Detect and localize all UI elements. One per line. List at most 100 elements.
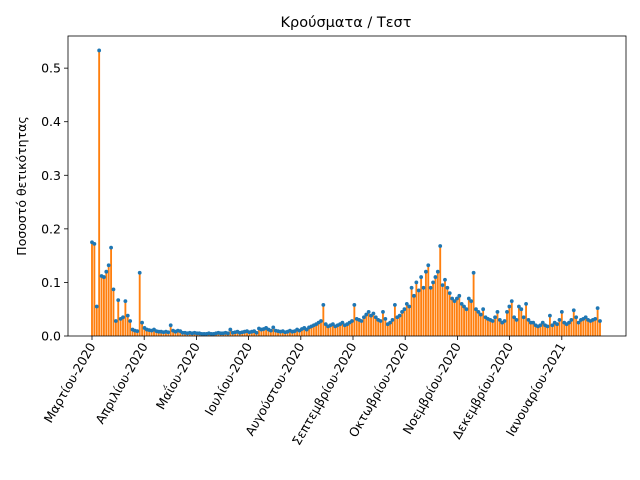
bar xyxy=(153,329,155,336)
bar xyxy=(441,285,444,336)
data-point xyxy=(137,270,142,275)
data-point xyxy=(559,309,564,314)
data-point xyxy=(531,320,536,325)
bar xyxy=(138,272,141,336)
data-point xyxy=(447,291,452,296)
bar xyxy=(556,324,558,336)
data-point xyxy=(388,320,393,325)
markers-layer xyxy=(90,48,602,336)
data-point xyxy=(226,331,230,336)
data-point xyxy=(474,307,478,312)
data-point xyxy=(412,293,416,298)
bar xyxy=(422,287,425,336)
data-point xyxy=(435,269,440,274)
data-point xyxy=(519,307,524,312)
data-point xyxy=(364,312,369,317)
data-point xyxy=(166,330,171,335)
bar xyxy=(281,331,284,336)
bar xyxy=(594,318,597,336)
bar xyxy=(365,314,368,336)
bar xyxy=(377,319,380,336)
bar xyxy=(451,298,454,336)
bar xyxy=(124,301,127,336)
bar xyxy=(522,317,525,336)
bar xyxy=(413,295,415,336)
bar xyxy=(503,321,506,336)
bar xyxy=(308,327,310,336)
data-point xyxy=(476,309,481,314)
data-point xyxy=(340,320,345,325)
bar xyxy=(262,329,265,336)
data-point xyxy=(469,299,474,304)
bar xyxy=(291,331,294,336)
data-point xyxy=(228,327,233,332)
data-point xyxy=(113,319,118,323)
data-point xyxy=(471,270,476,275)
data-point xyxy=(555,322,559,327)
bar xyxy=(141,322,144,336)
data-point xyxy=(548,313,552,318)
bar xyxy=(537,326,539,336)
bar xyxy=(391,319,394,336)
data-point xyxy=(97,48,102,53)
bar xyxy=(114,321,117,336)
bar xyxy=(300,329,303,336)
data-point xyxy=(593,316,598,321)
bar xyxy=(260,329,263,336)
data-point xyxy=(455,296,459,301)
data-point xyxy=(383,316,388,321)
data-point xyxy=(466,296,471,301)
data-point xyxy=(128,319,133,323)
data-point xyxy=(352,303,357,307)
data-point xyxy=(440,283,445,288)
bar xyxy=(176,330,179,336)
bar xyxy=(150,330,153,336)
bar xyxy=(520,309,523,336)
y-tick-label: 0.2 xyxy=(41,221,61,236)
bar xyxy=(401,311,403,336)
data-point xyxy=(378,319,383,323)
data-point xyxy=(538,323,543,328)
data-point xyxy=(540,320,545,325)
bar xyxy=(229,329,232,336)
bar xyxy=(250,331,253,336)
data-point xyxy=(321,303,326,307)
data-point xyxy=(569,318,574,322)
data-point xyxy=(438,244,443,248)
data-point xyxy=(254,330,259,335)
bar xyxy=(393,304,396,336)
data-point xyxy=(104,269,109,274)
bar xyxy=(513,317,516,336)
bar xyxy=(379,321,382,336)
data-point xyxy=(583,315,588,320)
data-point xyxy=(452,299,457,304)
data-point xyxy=(94,304,99,309)
bar xyxy=(544,325,547,336)
bar xyxy=(258,328,260,336)
bar xyxy=(265,327,268,336)
data-point xyxy=(526,318,531,322)
bar xyxy=(102,277,105,336)
bar xyxy=(112,289,115,336)
bar xyxy=(427,265,430,336)
bar xyxy=(360,321,363,336)
bar xyxy=(429,287,432,336)
bar xyxy=(119,318,122,336)
bar xyxy=(475,309,477,336)
bar xyxy=(570,319,573,336)
bar xyxy=(508,306,511,336)
bar xyxy=(436,271,439,336)
bar xyxy=(560,311,563,336)
bar xyxy=(527,319,530,336)
data-point xyxy=(390,318,395,322)
bar xyxy=(155,331,158,336)
bar xyxy=(334,326,337,336)
bar xyxy=(351,321,353,336)
bar xyxy=(322,304,325,336)
bar xyxy=(296,329,299,336)
bar xyxy=(355,318,358,336)
bar xyxy=(591,319,594,336)
bar xyxy=(93,243,96,336)
bar xyxy=(145,329,148,336)
data-point xyxy=(557,318,562,322)
